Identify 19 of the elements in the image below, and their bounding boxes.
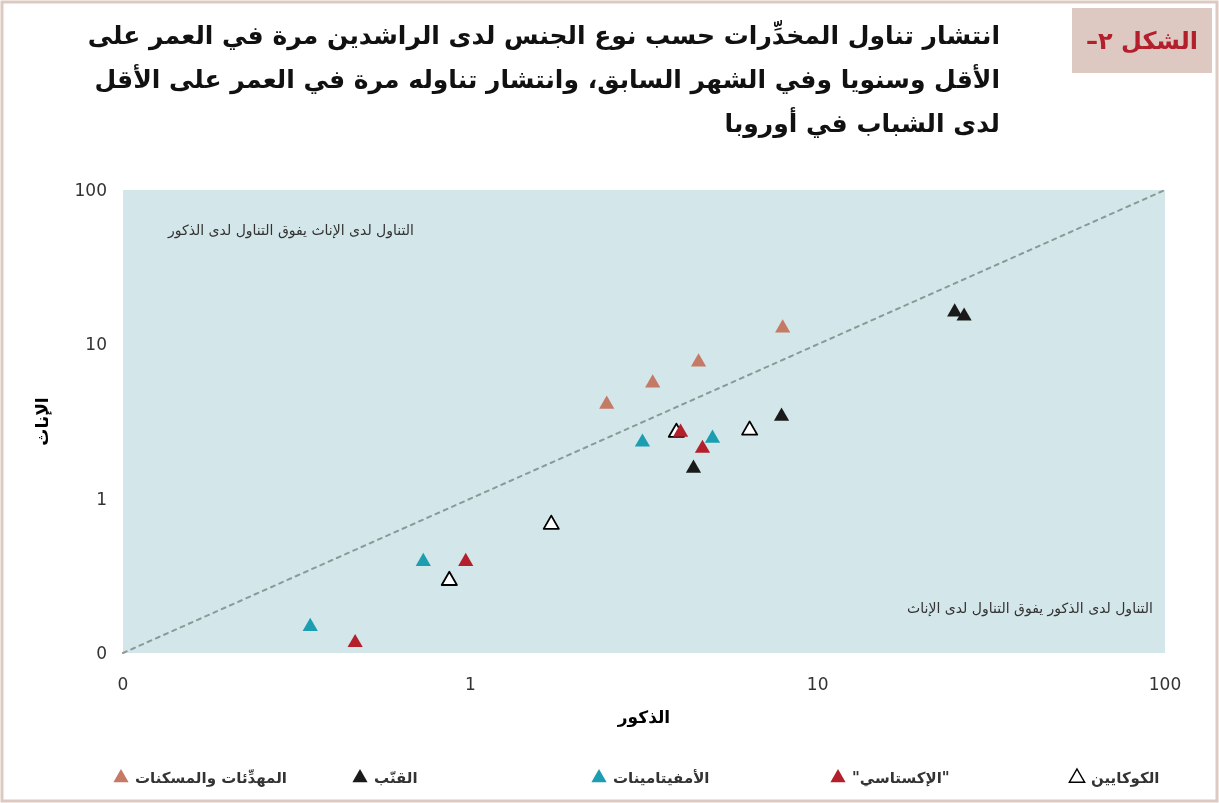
x-tick-label: 1 bbox=[464, 674, 476, 694]
y-tick-label: 100 bbox=[74, 180, 107, 200]
x-axis-title: الذكور bbox=[616, 707, 671, 728]
chart-title: انتشار تناول المخدِّرات حسب نوع الجنس لدى الراشدين مرة في العمر على الأقل وسنويا وفي الشهر السابق، وانتشار تناوله مرة في العمر على الأقل لدى الشباب في أوروبا bbox=[86, 19, 1000, 140]
legend-label: "الإكستاسي" bbox=[852, 769, 950, 787]
y-tick-label: 10 bbox=[85, 334, 107, 355]
legend-label: الأمفيتامينات bbox=[613, 769, 710, 787]
y-tick-label: 0 bbox=[96, 643, 107, 663]
figure-label: الشكل ٢– bbox=[1072, 8, 1212, 73]
annotation: التناول لدى الإناث يفوق التناول لدى الذكور bbox=[167, 222, 414, 239]
legend-label: القنّب bbox=[374, 769, 418, 787]
x-tick-label: 10 bbox=[806, 674, 829, 694]
y-tick-label: 1 bbox=[96, 488, 107, 509]
x-tick-label: 100 bbox=[1148, 674, 1182, 694]
legend-label: المهدِّئات والمسكنات bbox=[135, 769, 287, 787]
x-tick-label: 0 bbox=[117, 674, 129, 694]
y-axis-title: الإناث bbox=[32, 397, 52, 446]
annotation: التناول لدى الذكور يفوق التناول لدى الإناث bbox=[907, 600, 1153, 617]
legend-label: الكوكايين bbox=[1091, 769, 1160, 787]
